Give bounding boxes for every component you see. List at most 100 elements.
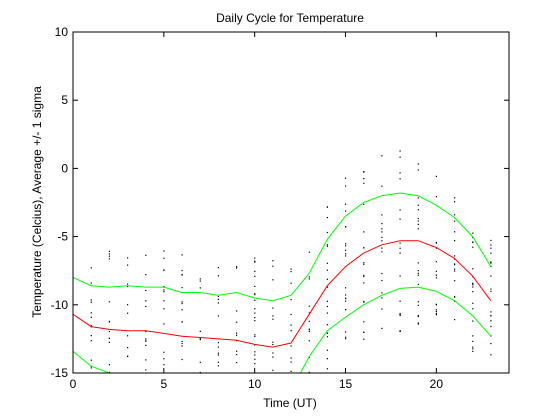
observation-point <box>363 274 365 276</box>
observation-point <box>454 201 456 203</box>
observation-point <box>435 311 437 313</box>
observation-point <box>363 338 365 340</box>
observation-point <box>435 303 437 305</box>
observation-point <box>472 320 474 322</box>
observation-point <box>290 330 292 332</box>
observation-point <box>345 294 347 296</box>
observation-point <box>182 381 183 382</box>
observation-point <box>108 250 110 252</box>
observation-point <box>472 335 474 337</box>
observation-point <box>472 268 474 270</box>
observation-point <box>163 358 165 360</box>
observation-point <box>200 375 201 376</box>
observation-point <box>435 175 437 177</box>
observation-point <box>91 386 92 387</box>
observation-point <box>363 300 365 302</box>
observation-point <box>254 293 256 295</box>
observation-point <box>108 301 110 303</box>
observation-point <box>127 390 128 391</box>
observation-point <box>181 302 183 305</box>
observation-point <box>326 231 328 234</box>
observation-point <box>217 302 219 304</box>
observation-point <box>163 417 164 418</box>
observation-point <box>490 261 492 264</box>
observation-point <box>182 417 183 418</box>
observation-point <box>417 220 419 222</box>
observation-point <box>363 275 365 278</box>
observation-point <box>309 382 310 383</box>
observation-point <box>90 316 92 318</box>
observation-point <box>472 241 474 244</box>
observation-point <box>90 325 92 327</box>
observation-point <box>326 305 328 308</box>
observation-point <box>435 274 437 276</box>
observation-point <box>326 358 328 360</box>
observation-point <box>108 337 110 339</box>
observation-point <box>417 301 419 303</box>
observation-point <box>417 223 419 225</box>
observation-point <box>127 355 129 358</box>
observation-point <box>90 312 92 314</box>
observation-point <box>326 336 328 338</box>
observation-point <box>345 249 347 251</box>
observation-point <box>90 335 92 337</box>
observation-point <box>91 392 92 393</box>
observation-point <box>417 316 419 318</box>
observation-point <box>326 269 328 271</box>
observation-point <box>254 363 256 365</box>
observation-point <box>163 250 165 252</box>
observation-point <box>236 362 238 364</box>
observation-point <box>326 349 328 351</box>
observation-point <box>272 260 274 262</box>
observation-point <box>308 356 310 359</box>
observation-points <box>90 150 492 419</box>
observation-point <box>217 342 219 344</box>
observation-point <box>218 408 219 409</box>
observation-point <box>345 336 347 338</box>
observation-point <box>90 359 92 361</box>
observation-point <box>345 338 347 340</box>
observation-point <box>381 236 383 238</box>
observation-point <box>181 254 183 256</box>
observation-point <box>218 407 219 408</box>
x-tick-label: 20 <box>430 377 444 391</box>
observation-point <box>326 312 328 314</box>
observation-point <box>182 415 183 416</box>
y-tick-label: -15 <box>51 366 69 380</box>
observation-point <box>145 359 147 361</box>
observation-point <box>435 313 437 315</box>
x-axis-label: Time (UT) <box>263 396 317 410</box>
observation-point <box>417 228 419 230</box>
observation-point <box>218 377 219 378</box>
observation-point <box>326 324 328 326</box>
observation-point <box>490 239 492 241</box>
observation-point <box>272 356 274 358</box>
x-tick-label: 15 <box>339 377 353 391</box>
observation-point <box>417 209 419 211</box>
observation-point <box>127 257 129 259</box>
observation-point <box>199 371 201 373</box>
observation-point <box>217 361 219 363</box>
observation-point <box>291 418 292 419</box>
observation-point <box>490 247 492 249</box>
observation-point <box>417 204 419 206</box>
observation-point <box>435 196 437 198</box>
observation-point <box>109 390 110 391</box>
observation-point <box>236 354 238 356</box>
observation-point <box>91 379 92 380</box>
observation-point <box>345 331 347 333</box>
observation-point <box>163 308 165 310</box>
observation-point <box>363 182 365 184</box>
observation-point <box>345 245 347 247</box>
observation-point <box>363 321 365 323</box>
observation-point <box>417 270 419 272</box>
observation-point <box>417 314 419 317</box>
observation-point <box>199 278 201 280</box>
observation-point <box>490 325 492 328</box>
observation-point <box>181 342 183 345</box>
observation-point <box>308 330 310 333</box>
observation-point <box>217 352 219 354</box>
observation-point <box>236 266 238 268</box>
x-tick-label: 0 <box>70 377 77 391</box>
observation-point <box>145 374 146 375</box>
